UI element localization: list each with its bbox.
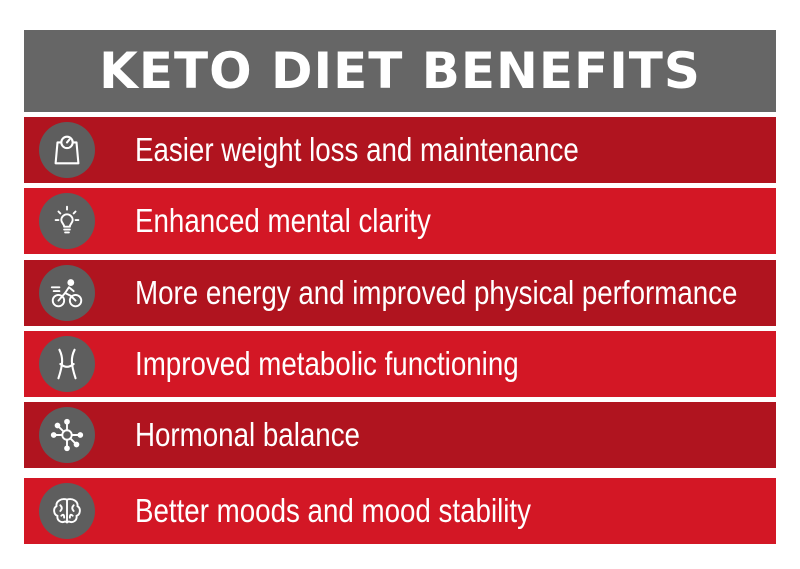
header-banner: KETO DIET BENEFITS [24, 30, 776, 112]
benefit-row-energy: More energy and improved physical perfor… [24, 260, 776, 326]
molecule-icon [39, 407, 95, 463]
benefit-row-mood: Better moods and mood stability [24, 478, 776, 544]
benefits-card: KETO DIET BENEFITS Easier weight loss an… [24, 30, 776, 544]
benefit-row-hormonal: Hormonal balance [24, 402, 776, 468]
lightbulb-icon [39, 193, 95, 249]
waist-icon [39, 336, 95, 392]
benefit-label: Enhanced mental clarity [135, 202, 431, 239]
benefit-label: Improved metabolic functioning [135, 345, 519, 382]
brain-icon [39, 483, 95, 539]
page-title: KETO DIET BENEFITS [99, 42, 701, 100]
benefit-label: Better moods and mood stability [135, 492, 531, 529]
scale-icon [39, 122, 95, 178]
benefit-row-weight-loss: Easier weight loss and maintenance [24, 117, 776, 183]
benefit-label: Hormonal balance [135, 416, 360, 453]
benefit-label: More energy and improved physical perfor… [135, 274, 738, 311]
benefit-label: Easier weight loss and maintenance [135, 131, 579, 168]
benefit-row-mental-clarity: Enhanced mental clarity [24, 188, 776, 254]
benefit-row-metabolic: Improved metabolic functioning [24, 331, 776, 397]
cyclist-icon [39, 265, 95, 321]
